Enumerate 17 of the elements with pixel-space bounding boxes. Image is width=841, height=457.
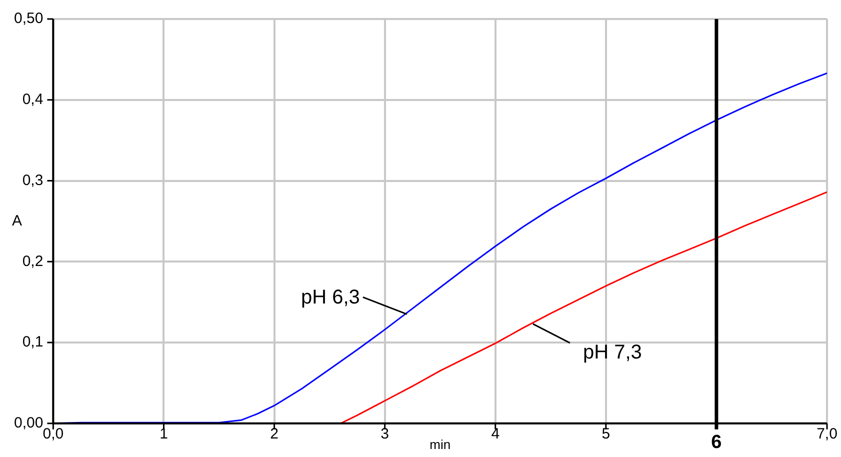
y-axis-title: A [12, 212, 22, 230]
x-tick-label: 2 [270, 426, 278, 443]
y-tick-label: 0,4 [22, 91, 44, 108]
x-tick-label: 7,0 [816, 426, 838, 443]
y-tick-label: 0,2 [22, 252, 44, 270]
x-tick-label: 5 [602, 426, 610, 443]
annotation: pH 7,3 [582, 341, 642, 364]
y-tick-label: 0,00 [14, 414, 44, 432]
annotation: pH 6,3 [300, 286, 360, 309]
x-tick-label: 0,0 [42, 426, 64, 443]
y-tick-label: 0,1 [22, 334, 44, 351]
y-tick-label: 0,3 [22, 172, 44, 189]
x-axis-title: min [430, 436, 451, 452]
y-tick-label: 0,50 [14, 10, 44, 28]
ref-line-label: 6 [711, 432, 722, 454]
x-tick-label: 4 [491, 426, 500, 443]
x-tick-label: 3 [380, 426, 389, 443]
